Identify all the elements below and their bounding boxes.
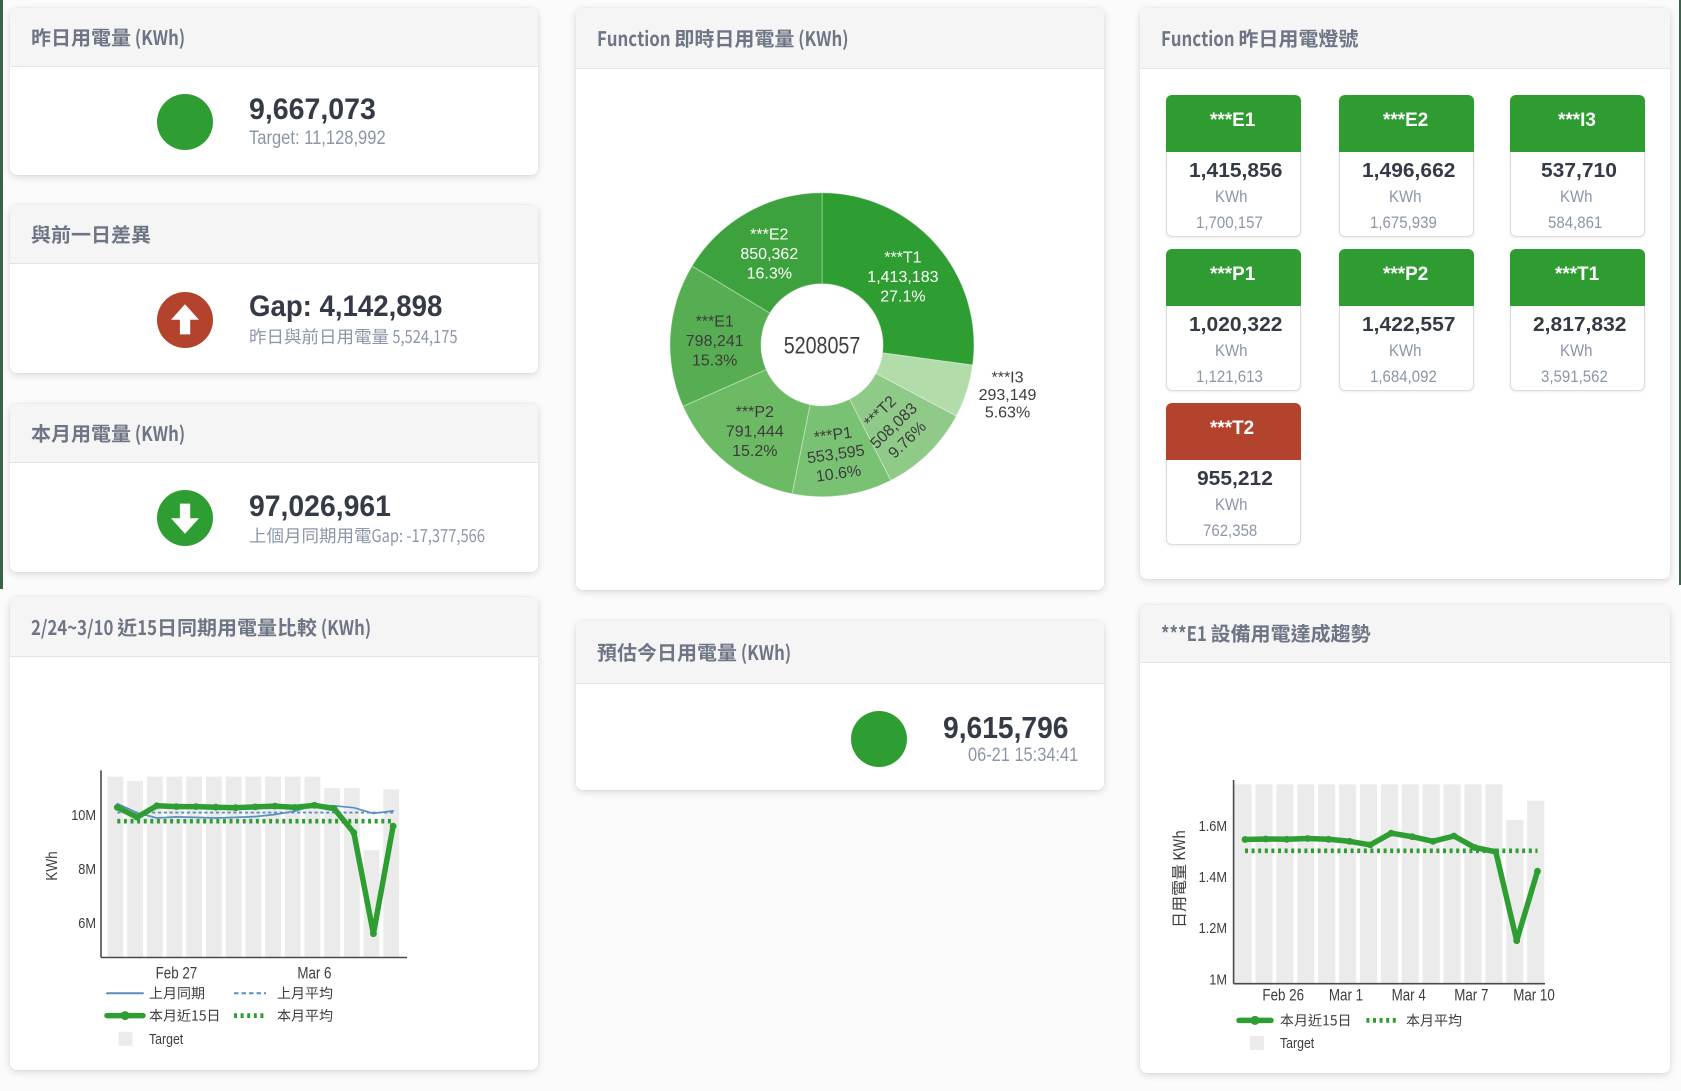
svg-text:***P1553,59510.6%: ***P1553,59510.6% <box>803 423 868 487</box>
svg-text:Mar 7: Mar 7 <box>1454 986 1488 1005</box>
svg-text:Mar 10: Mar 10 <box>1513 986 1555 1005</box>
svg-text:5208057: 5208057 <box>783 331 860 358</box>
svg-text:Mar 6: Mar 6 <box>297 964 331 983</box>
svg-text:Target: Target <box>1280 1035 1314 1051</box>
svg-text:8M: 8M <box>78 860 96 877</box>
svg-text:6M: 6M <box>78 914 96 931</box>
svg-text:Target: Target <box>149 1031 183 1047</box>
svg-text:Mar 1: Mar 1 <box>1329 986 1363 1005</box>
svg-text:KWh: KWh <box>44 851 61 880</box>
svg-text:10M: 10M <box>71 806 96 823</box>
svg-text:Feb 26: Feb 26 <box>1262 986 1304 1005</box>
svg-text:1.4M: 1.4M <box>1199 868 1227 885</box>
svg-text:1M: 1M <box>1209 970 1227 987</box>
svg-text:1.2M: 1.2M <box>1199 919 1227 936</box>
svg-text:Feb 27: Feb 27 <box>156 964 198 983</box>
svg-text:Mar 4: Mar 4 <box>1392 986 1426 1005</box>
svg-text:1.6M: 1.6M <box>1199 817 1227 834</box>
